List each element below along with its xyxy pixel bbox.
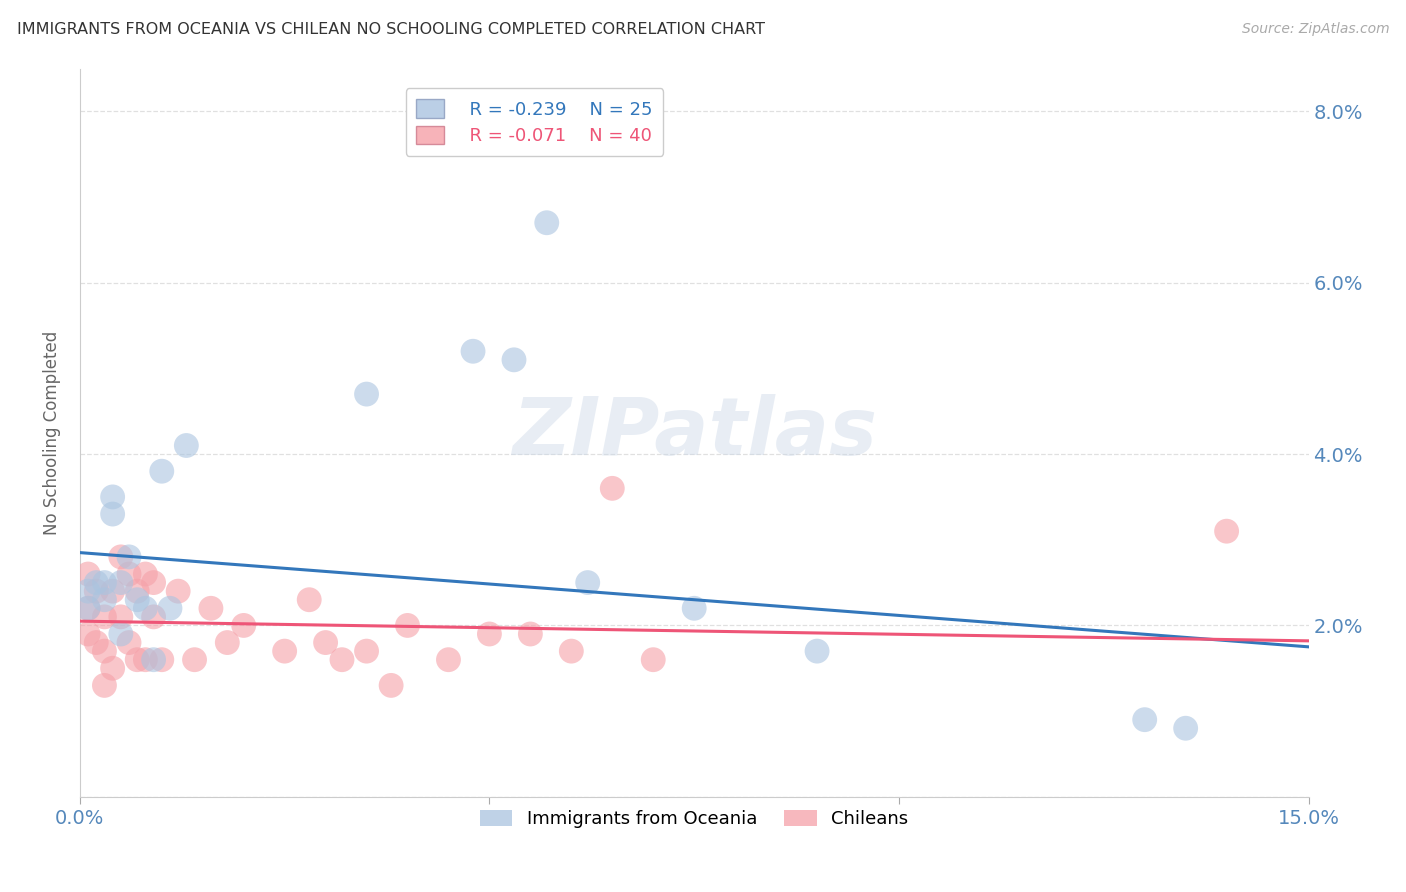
Point: [519, 627, 541, 641]
Point: [643, 653, 665, 667]
Point: [127, 592, 149, 607]
Point: [478, 627, 501, 641]
Point: [183, 653, 205, 667]
Point: [356, 387, 378, 401]
Point: [217, 635, 239, 649]
Point: [77, 584, 100, 599]
Point: [806, 644, 828, 658]
Point: [298, 592, 321, 607]
Point: [77, 627, 100, 641]
Point: [1133, 713, 1156, 727]
Point: [1215, 524, 1237, 538]
Point: [1174, 721, 1197, 735]
Point: [315, 635, 337, 649]
Point: [110, 627, 132, 641]
Point: [330, 653, 353, 667]
Point: [142, 575, 165, 590]
Point: [134, 567, 156, 582]
Point: [77, 601, 100, 615]
Point: [93, 592, 115, 607]
Point: [101, 507, 124, 521]
Point: [84, 635, 107, 649]
Point: [134, 653, 156, 667]
Point: [110, 549, 132, 564]
Point: [273, 644, 295, 658]
Point: [101, 490, 124, 504]
Point: [503, 352, 526, 367]
Point: [77, 567, 100, 582]
Point: [93, 575, 115, 590]
Point: [176, 438, 198, 452]
Point: [101, 661, 124, 675]
Text: ZIPatlas: ZIPatlas: [512, 393, 877, 472]
Point: [93, 644, 115, 658]
Legend: Immigrants from Oceania, Chileans: Immigrants from Oceania, Chileans: [472, 803, 915, 835]
Point: [232, 618, 254, 632]
Point: [142, 653, 165, 667]
Point: [150, 464, 173, 478]
Point: [536, 216, 558, 230]
Point: [118, 549, 141, 564]
Point: [576, 575, 599, 590]
Point: [683, 601, 706, 615]
Point: [437, 653, 460, 667]
Y-axis label: No Schooling Completed: No Schooling Completed: [44, 331, 60, 535]
Point: [600, 481, 623, 495]
Point: [110, 575, 132, 590]
Point: [134, 601, 156, 615]
Point: [127, 653, 149, 667]
Point: [84, 584, 107, 599]
Point: [127, 584, 149, 599]
Point: [110, 610, 132, 624]
Point: [461, 344, 484, 359]
Point: [93, 610, 115, 624]
Point: [380, 678, 402, 692]
Point: [560, 644, 582, 658]
Point: [118, 635, 141, 649]
Point: [101, 584, 124, 599]
Point: [84, 575, 107, 590]
Point: [200, 601, 222, 615]
Point: [150, 653, 173, 667]
Point: [159, 601, 181, 615]
Point: [93, 678, 115, 692]
Point: [356, 644, 378, 658]
Point: [396, 618, 419, 632]
Point: [118, 567, 141, 582]
Text: IMMIGRANTS FROM OCEANIA VS CHILEAN NO SCHOOLING COMPLETED CORRELATION CHART: IMMIGRANTS FROM OCEANIA VS CHILEAN NO SC…: [17, 22, 765, 37]
Point: [167, 584, 190, 599]
Point: [142, 610, 165, 624]
Point: [77, 601, 100, 615]
Text: Source: ZipAtlas.com: Source: ZipAtlas.com: [1241, 22, 1389, 37]
